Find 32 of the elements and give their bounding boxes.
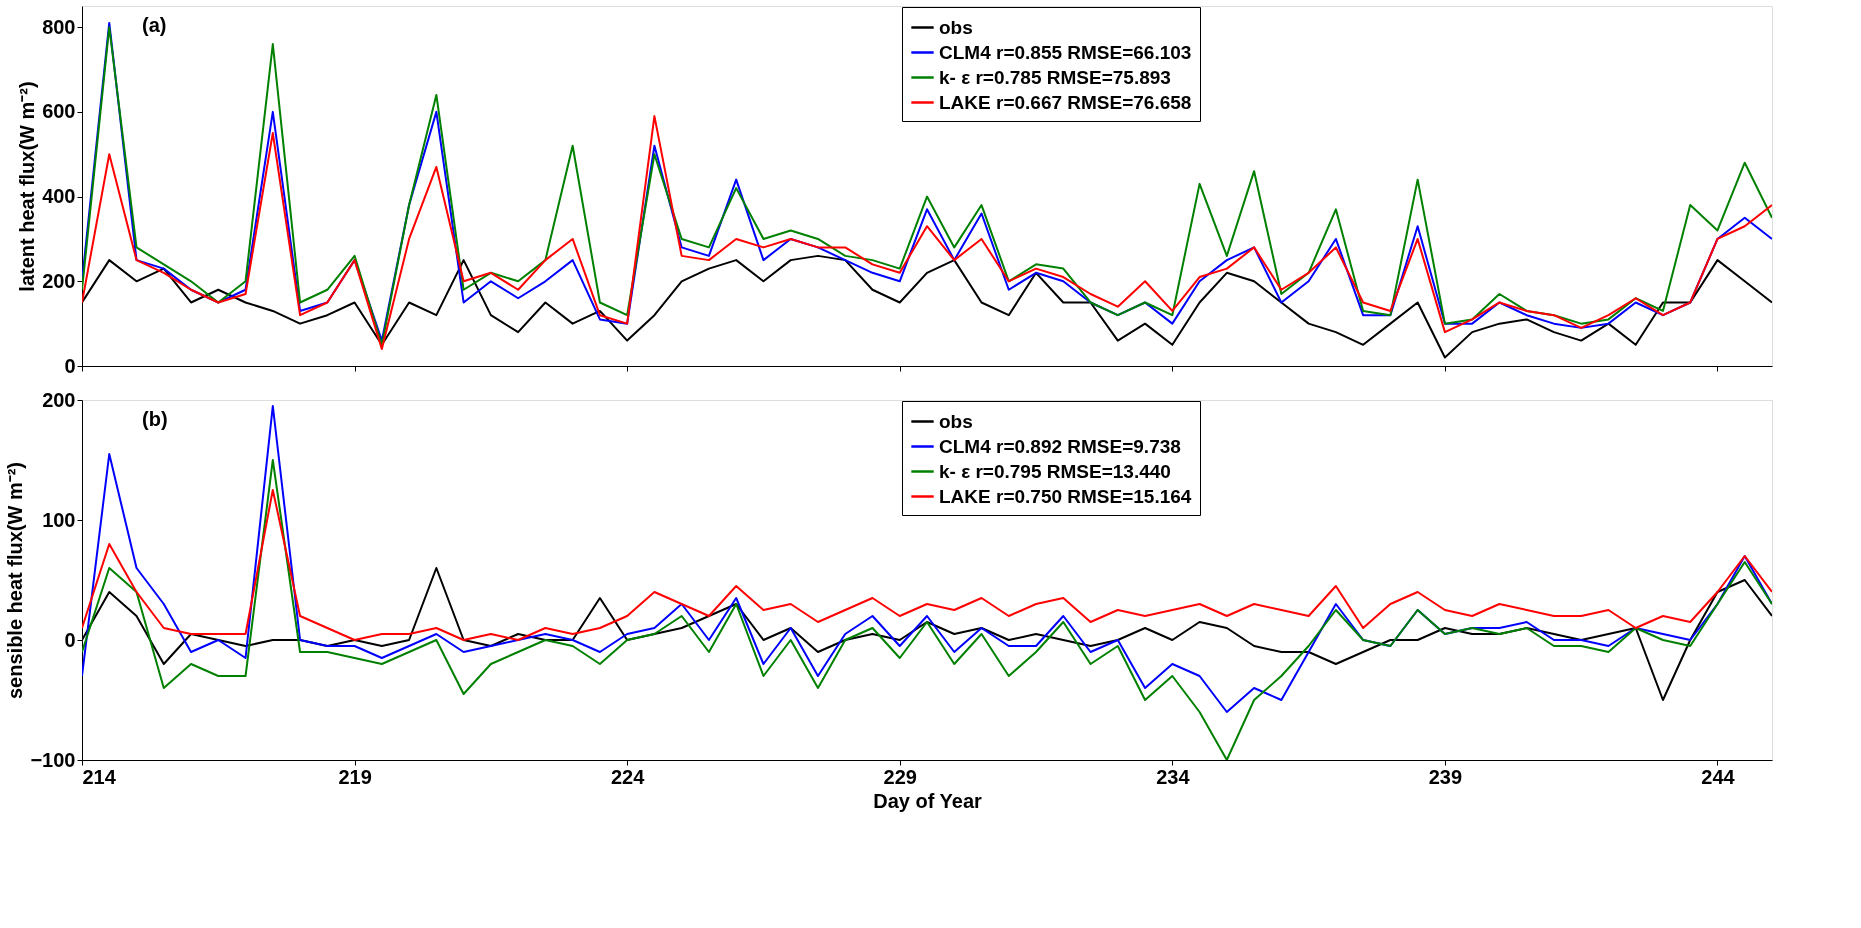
y-tick-label: 800 <box>42 15 76 38</box>
legend-label: CLM4 r=0.855 RMSE=66.103 <box>939 41 1192 63</box>
line-series <box>82 115 1772 351</box>
legend-label: obs <box>939 410 973 432</box>
y-tick-label: 0 <box>64 354 76 377</box>
y-tick-label: 200 <box>42 269 76 292</box>
legend-label: k- ε r=0.785 RMSE=75.893 <box>939 66 1171 88</box>
x-tick-label: 239 <box>1428 765 1463 788</box>
x-tick-label: 234 <box>1156 765 1191 788</box>
y-tick-label: 0 <box>64 628 76 651</box>
annotation: (b) <box>142 408 168 430</box>
line-series <box>82 254 1772 359</box>
y-tick-label: 400 <box>42 185 76 208</box>
y-tick-label: 200 <box>42 388 76 411</box>
legend-label: CLM4 r=0.892 RMSE=9.738 <box>939 435 1181 457</box>
x-tick-label: 214 <box>82 765 117 788</box>
x-axis-title: Day of Year <box>873 789 982 812</box>
y-tick-label: 100 <box>42 508 76 531</box>
x-tick-label: 224 <box>610 765 646 788</box>
y-axis-title: sensible heat flux(W m⁻²) <box>4 461 27 700</box>
x-tick-label: 219 <box>338 765 372 788</box>
x-tick-label: 244 <box>1701 765 1736 788</box>
y-tick-label: −100 <box>30 748 76 771</box>
legend-label: k- ε r=0.795 RMSE=13.440 <box>939 460 1171 482</box>
y-tick-label: 600 <box>42 100 76 123</box>
x-tick-label: 229 <box>883 765 917 788</box>
annotation: (a) <box>142 14 167 36</box>
legend-label: LAKE r=0.750 RMSE=15.164 <box>939 485 1192 507</box>
legend-label: obs <box>939 16 973 38</box>
y-axis-title: latent heat flux(W m⁻²) <box>16 81 39 292</box>
line-series <box>82 489 1772 641</box>
legend-label: LAKE r=0.667 RMSE=76.658 <box>939 91 1192 113</box>
